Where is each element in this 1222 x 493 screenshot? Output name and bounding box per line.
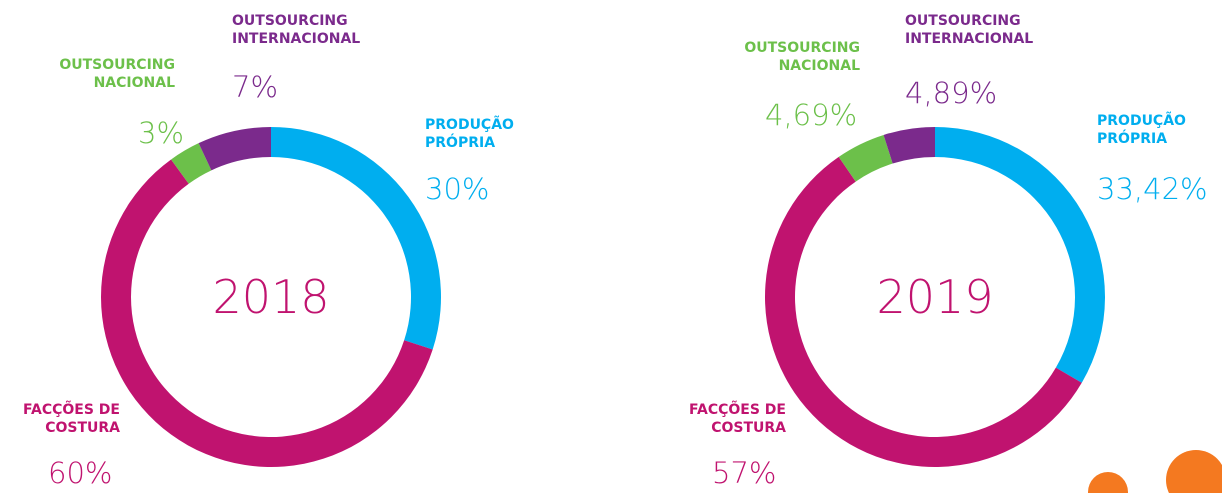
donut-slice xyxy=(271,127,441,350)
category-label: OUTSOURCING NACIONAL xyxy=(59,57,175,91)
value-label: 60% xyxy=(48,456,113,490)
value-label: 4,69% xyxy=(765,98,858,132)
category-label: OUTSOURCING NACIONAL xyxy=(744,40,860,74)
category-label: OUTSOURCING INTERNACIONAL xyxy=(232,13,361,47)
decoration xyxy=(1088,472,1128,493)
category-label: PRODUÇÃO PRÓPRIA xyxy=(425,117,514,151)
category-label: OUTSOURCING INTERNACIONAL xyxy=(905,13,1034,47)
value-label: 3% xyxy=(138,116,185,150)
category-label: FACÇÕES DE COSTURA xyxy=(23,402,120,436)
donut-slice xyxy=(838,134,893,182)
category-label: PRODUÇÃO PRÓPRIA xyxy=(1097,113,1186,147)
donut-slice xyxy=(935,127,1105,383)
center-label: 2019 xyxy=(876,270,994,324)
value-label: 4,89% xyxy=(905,76,998,110)
decoration xyxy=(1166,450,1222,493)
donut-slice xyxy=(198,127,271,171)
donut-slice xyxy=(171,143,212,184)
value-label: 30% xyxy=(425,172,490,206)
value-label: 57% xyxy=(712,456,777,490)
donut-slice xyxy=(883,127,935,164)
category-label: FACÇÕES DE COSTURA xyxy=(689,402,786,436)
value-label: 33,42% xyxy=(1097,172,1208,206)
value-label: 7% xyxy=(232,70,279,104)
center-label: 2018 xyxy=(212,270,330,324)
